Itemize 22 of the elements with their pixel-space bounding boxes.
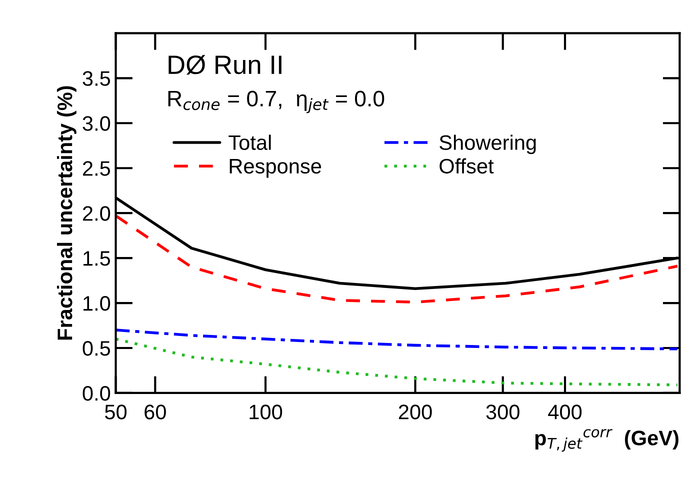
x-axis-title: p$_{T,jet}$$^{corr}$ (GeV) [535,429,678,452]
annotation: R$_{cone}$ = 0.7, η$_{jet}$ = 0.0 [168,90,384,114]
x-tick-label: 400 [548,404,582,420]
y-tick-label: 2.0 [83,206,110,221]
y-axis-title: Fractional uncertainty (%) [56,86,76,340]
y-tick-label: 1.5 [84,251,110,266]
x-tick-label: 300 [486,404,520,420]
legend-label: Offset [440,158,494,174]
annotation: DØ Run II [168,55,282,75]
y-tick-label: 3.0 [82,116,110,131]
legend-label: Total [228,134,271,150]
y-tick-label: 2.5 [83,161,110,176]
x-tick-label: 50 [105,404,127,420]
y-tick-label: 0.5 [82,341,110,356]
x-tick-label: 100 [250,404,282,420]
y-tick-label: 1.0 [84,296,110,311]
y-tick-label: 3.5 [82,71,110,86]
legend-label: Showering [440,134,536,154]
legend-label: Response [230,159,322,178]
x-tick-label: 200 [398,404,432,420]
x-tick-label: 60 [144,404,166,420]
y-tick-label: 0.0 [82,386,110,401]
